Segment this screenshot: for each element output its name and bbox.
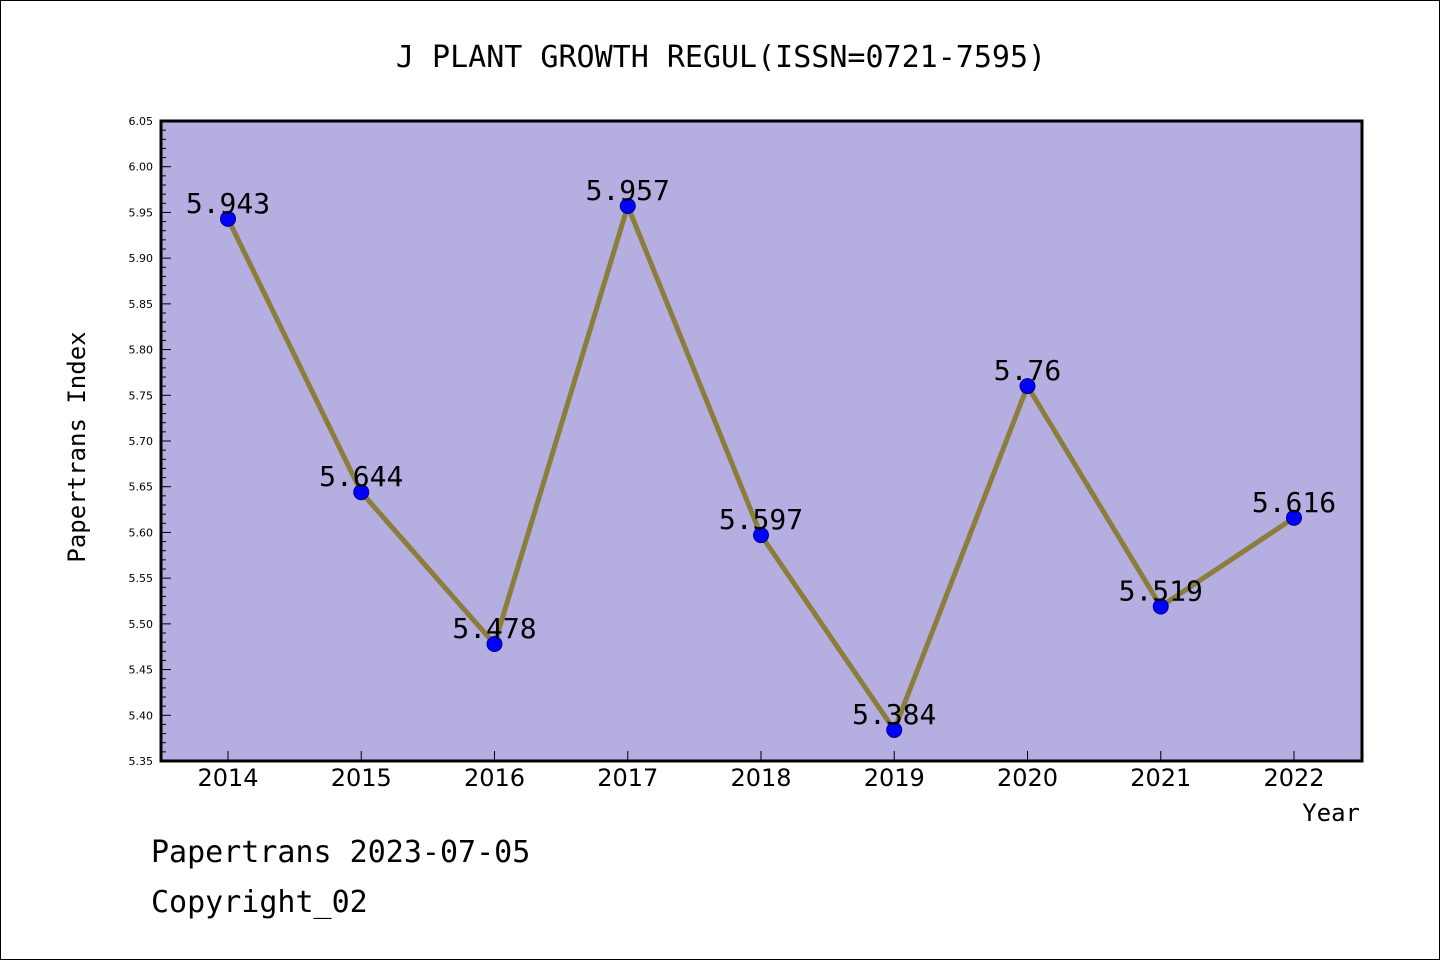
data-label: 5.478 (452, 612, 536, 645)
x-axis: 2014 2015 2016 2017 2018 2019 2020 2021 2022 (197, 751, 1325, 792)
x-tick-label: 2021 (1130, 764, 1191, 792)
data-point (486, 635, 503, 652)
y-tick-label: 5.75 (129, 389, 154, 402)
y-axis: 5.35 5.40 5.45 5.50 5.55 5.60 5.65 5.70 5.75 5.80… (129, 115, 171, 768)
x-tick-label: 2022 (1263, 764, 1324, 792)
data-point (1019, 378, 1036, 395)
data-label: 5.384 (852, 698, 936, 731)
x-tick-label: 2015 (331, 764, 392, 792)
y-tick-label: 5.70 (129, 435, 154, 448)
data-label-group: 5.943 5.644 5.478 5.957 5.597 5.384 5.76 5.519 5… (186, 174, 1336, 731)
series-group (220, 198, 1302, 738)
x-tick-label: 2020 (997, 764, 1058, 792)
data-label: 5.957 (586, 174, 670, 207)
data-label: 5.519 (1119, 574, 1203, 607)
y-tick-label: 5.35 (129, 755, 154, 768)
y-tick-label: 5.40 (129, 709, 154, 722)
y-tick-label: 5.55 (129, 572, 154, 585)
data-point (220, 210, 236, 227)
data-label: 5.644 (319, 460, 403, 493)
data-point (753, 527, 769, 544)
data-point (353, 484, 370, 501)
x-tick-label: 2019 (864, 764, 925, 792)
data-point (619, 198, 636, 215)
y-tick-label: 5.95 (129, 206, 154, 219)
footer-copyright: Copyright_02 (151, 885, 368, 920)
y-tick-label: 5.50 (129, 618, 154, 631)
plot-frame (159, 119, 1364, 763)
data-point (1152, 598, 1169, 615)
y-tick-label: 5.65 (129, 481, 154, 494)
data-label: 5.943 (186, 187, 270, 220)
x-axis-title: Year (1302, 799, 1360, 827)
chart-title: J PLANT GROWTH REGUL(ISSN=0721-7595) (396, 40, 1046, 75)
plot-area (161, 121, 1362, 761)
y-tick-label: 6.05 (129, 115, 154, 128)
x-tick-label: 2018 (730, 764, 791, 792)
footer-date: Papertrans 2023-07-05 (151, 835, 531, 870)
data-label: 5.76 (994, 354, 1061, 387)
data-label: 5.597 (719, 503, 803, 536)
x-tick-label: 2017 (597, 764, 658, 792)
data-label: 5.616 (1252, 486, 1336, 519)
data-point (1286, 509, 1302, 526)
x-tick-label: 2016 (464, 764, 525, 792)
y-axis-title: Papertrans Index (63, 331, 91, 562)
y-tick-label: 6.00 (129, 161, 154, 174)
y-tick-label: 5.90 (129, 252, 154, 265)
y-tick-label: 5.85 (129, 298, 154, 311)
x-tick-label: 2014 (197, 764, 258, 792)
y-tick-label: 5.80 (129, 344, 154, 357)
y-tick-label: 5.60 (129, 526, 154, 539)
y-tick-label: 5.45 (129, 664, 154, 677)
data-point (886, 721, 903, 738)
